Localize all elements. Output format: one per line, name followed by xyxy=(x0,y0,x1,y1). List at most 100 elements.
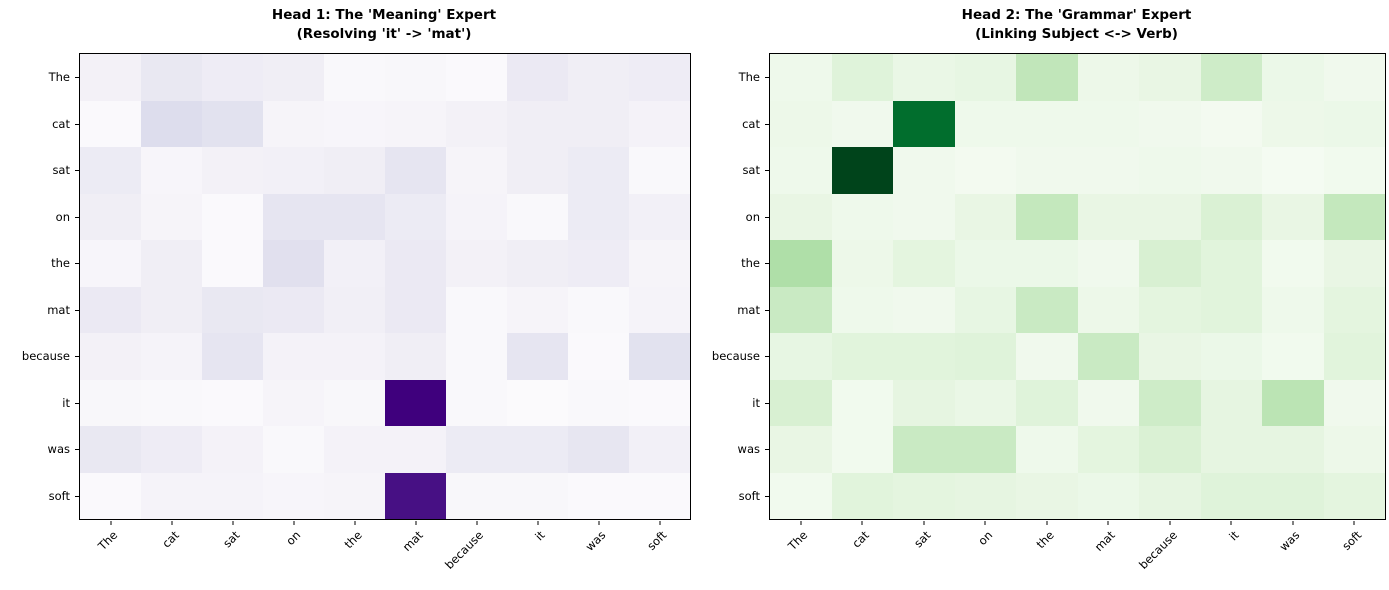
y-tick-label: The xyxy=(738,70,760,85)
x-tick-mark xyxy=(1169,520,1171,525)
y-tick-mark xyxy=(764,77,769,79)
heatmap-cell xyxy=(1139,333,1201,380)
x-tick-mark xyxy=(1353,520,1355,525)
x-tick-mark xyxy=(354,520,355,525)
x-tick-label: because xyxy=(1135,528,1180,572)
heatmap-cell xyxy=(1077,426,1139,473)
y-tick-mark xyxy=(764,495,769,497)
head1-heatmap-grid xyxy=(80,54,690,519)
x-tick-label: The xyxy=(95,528,121,554)
heatmap-cell xyxy=(80,472,141,519)
heatmap-cell xyxy=(1323,240,1385,287)
heatmap-cell xyxy=(1262,240,1324,287)
heatmap-cell xyxy=(446,193,507,240)
y-tick-label: on xyxy=(745,209,760,224)
y-tick-mark xyxy=(74,402,79,404)
heatmap-cell xyxy=(1323,54,1385,101)
x-tick-label: on xyxy=(975,528,996,549)
heatmap-cell xyxy=(1200,426,1262,473)
heatmap-cell xyxy=(446,54,507,101)
heatmap-cell xyxy=(629,333,690,380)
heatmap-cell xyxy=(202,472,263,519)
heatmap-cell xyxy=(831,100,893,147)
heatmap-cell xyxy=(324,379,385,426)
heatmap-cell xyxy=(141,240,202,287)
x-tick-label: it xyxy=(1225,528,1242,544)
x-tick-label: the xyxy=(1033,528,1057,552)
heatmap-cell xyxy=(1139,54,1201,101)
heatmap-cell xyxy=(770,426,832,473)
x-tick-label: soft xyxy=(644,528,670,554)
heatmap-cell xyxy=(770,333,832,380)
heatmap-cell xyxy=(831,426,893,473)
heatmap-cell xyxy=(141,426,202,473)
heatmap-cell xyxy=(1016,54,1078,101)
heatmap-cell xyxy=(507,472,568,519)
y-tick-mark xyxy=(764,170,769,172)
y-tick-mark xyxy=(764,216,769,218)
heatmap-cell xyxy=(263,100,324,147)
heatmap-cell xyxy=(263,147,324,194)
heatmap-cell xyxy=(263,426,324,473)
heatmap-cell xyxy=(1323,426,1385,473)
heatmap-cell xyxy=(141,147,202,194)
heatmap-cell xyxy=(324,240,385,287)
heatmap-cell xyxy=(202,54,263,101)
heatmap-cell xyxy=(954,193,1016,240)
heatmap-cell xyxy=(893,240,955,287)
heatmap-cell xyxy=(1323,100,1385,147)
heatmap-cell xyxy=(80,286,141,333)
heatmap-cell xyxy=(1077,333,1139,380)
y-tick-mark xyxy=(764,123,769,125)
heatmap-cell xyxy=(1262,333,1324,380)
heatmap-cell xyxy=(954,379,1016,426)
heatmap-cell xyxy=(1077,286,1139,333)
heatmap-cell xyxy=(324,333,385,380)
heatmap-cell xyxy=(954,100,1016,147)
heatmap-cell xyxy=(141,54,202,101)
heatmap-cell xyxy=(568,54,629,101)
heatmap-cell xyxy=(507,147,568,194)
x-tick-label: soft xyxy=(1339,528,1365,554)
heatmap-cell xyxy=(831,54,893,101)
heatmap-cell xyxy=(446,147,507,194)
y-tick-mark xyxy=(74,170,79,172)
heatmap-cell xyxy=(1200,54,1262,101)
heatmap-cell xyxy=(893,54,955,101)
heatmap-cell xyxy=(1077,240,1139,287)
heatmap-cell xyxy=(263,193,324,240)
heatmap-cell xyxy=(1262,426,1324,473)
heatmap-cell xyxy=(893,286,955,333)
heatmap-cell xyxy=(770,147,832,194)
heatmap-cell xyxy=(202,100,263,147)
y-tick-mark xyxy=(74,123,79,125)
heatmap-cell xyxy=(507,333,568,380)
heatmap-cell xyxy=(568,240,629,287)
heatmap-cell xyxy=(385,100,446,147)
heatmap-cell xyxy=(263,286,324,333)
y-tick-mark xyxy=(74,495,79,497)
heatmap-cell xyxy=(324,193,385,240)
heatmap-cell xyxy=(1200,193,1262,240)
heatmap-cell xyxy=(141,193,202,240)
heatmap-cell xyxy=(446,472,507,519)
heatmap-cell xyxy=(1262,286,1324,333)
heatmap-cell xyxy=(141,379,202,426)
heatmap-cell xyxy=(1323,147,1385,194)
heatmap-cell xyxy=(80,426,141,473)
heatmap-cell xyxy=(954,240,1016,287)
heatmap-cell xyxy=(80,379,141,426)
heatmap-cell xyxy=(507,286,568,333)
heatmap-cell xyxy=(263,472,324,519)
heatmap-cell xyxy=(629,286,690,333)
heatmap-cell xyxy=(507,426,568,473)
heatmap-cell xyxy=(1262,193,1324,240)
x-tick-label: sat xyxy=(220,528,243,551)
heatmap-cell xyxy=(1200,472,1262,519)
x-tick-label: sat xyxy=(911,528,934,551)
head1-title-line1: Head 1: The 'Meaning' Expert xyxy=(271,7,497,23)
heatmap-cell xyxy=(263,333,324,380)
heatmap-cell xyxy=(202,333,263,380)
heatmap-cell xyxy=(954,333,1016,380)
heatmap-cell xyxy=(954,472,1016,519)
